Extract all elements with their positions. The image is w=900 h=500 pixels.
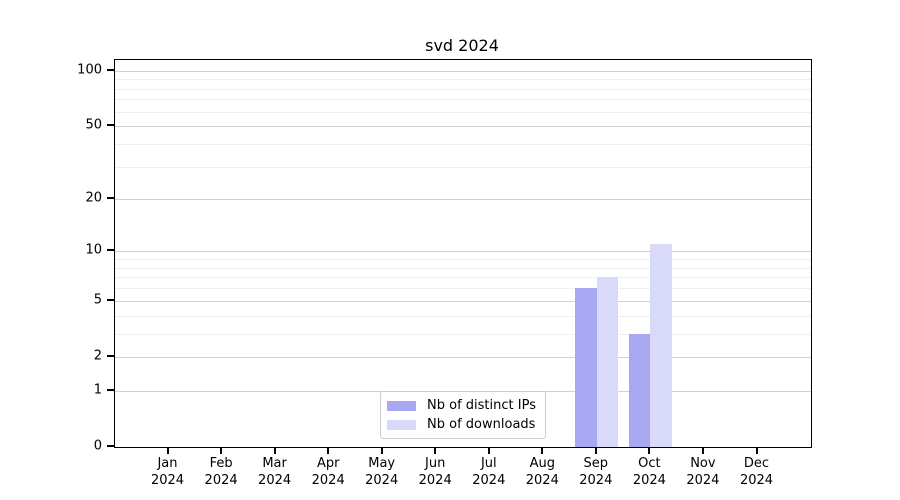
x-tick-year: 2024 [258, 473, 292, 488]
y-tick-label-5: 5 [93, 292, 102, 308]
y-tick-label-10: 10 [85, 242, 102, 258]
x-tick-month: Oct [638, 456, 661, 471]
y-tick-label-100: 100 [77, 62, 102, 78]
gridline-major-20 [115, 198, 811, 200]
x-tick-label-sep: Sep 2024 [556, 455, 636, 489]
gridline-minor-4 [115, 315, 811, 317]
gridline-minor-9 [115, 259, 811, 261]
x-tick-year: 2024 [579, 473, 613, 488]
x-tick-mark-feb [220, 448, 223, 454]
x-tick-year: 2024 [204, 473, 238, 488]
x-tick-label-may: May 2024 [342, 455, 422, 489]
x-tick-month: Jan [157, 456, 178, 471]
x-tick-month: Jun [425, 456, 446, 471]
y-tick-mark-100 [107, 68, 114, 71]
legend-label-distinct-ips: Nb of distinct IPs [427, 398, 536, 413]
x-tick-month: Feb [209, 456, 233, 471]
bar-oct-distinct-ips [628, 333, 651, 447]
y-tick-label-1: 1 [93, 382, 102, 397]
gridline-minor-7 [115, 277, 811, 279]
y-tick-mark-20 [107, 196, 114, 199]
x-tick-label-apr: Apr 2024 [288, 455, 368, 489]
gridline-minor-30 [115, 166, 811, 168]
legend: Nb of distinct IPs Nb of downloads [380, 391, 546, 439]
x-tick-label-jul: Jul 2024 [449, 455, 529, 489]
x-tick-label-jan: Jan 2024 [128, 455, 208, 489]
x-tick-label-jun: Jun 2024 [395, 455, 475, 489]
bar-sep-distinct-ips [575, 288, 597, 447]
y-tick-label-0: 0 [93, 438, 102, 454]
x-tick-year: 2024 [150, 473, 185, 488]
x-tick-mark-jan [166, 448, 169, 454]
y-tick-mark-1 [107, 388, 114, 391]
x-tick-mark-aug [541, 448, 544, 454]
y-tick-mark-50 [107, 124, 114, 127]
x-tick-year: 2024 [418, 473, 452, 488]
x-tick-year: 2024 [686, 473, 720, 488]
y-tick-mark-5 [107, 298, 114, 301]
x-tick-month: Jul [480, 456, 497, 471]
bar-oct-downloads [650, 244, 672, 447]
x-tick-month: Nov [690, 456, 716, 471]
x-tick-label-aug: Aug 2024 [502, 455, 582, 489]
x-tick-year: 2024 [525, 473, 559, 488]
y-tick-label-2: 2 [93, 348, 102, 364]
x-tick-month: Mar [262, 456, 287, 471]
gridline-major-10 [115, 251, 811, 253]
x-tick-year: 2024 [365, 473, 399, 488]
gridline-minor-60 [115, 111, 811, 113]
gridline-minor-90 [115, 79, 811, 81]
x-tick-year: 2024 [311, 473, 345, 488]
x-tick-year: 2024 [632, 473, 666, 488]
x-tick-mark-oct [648, 448, 651, 454]
gridline-major-50 [115, 126, 811, 128]
legend-entry-downloads: Nb of downloads [387, 417, 536, 432]
legend-label-downloads: Nb of downloads [427, 417, 536, 432]
gridline-minor-8 [115, 267, 811, 269]
x-tick-label-oct: Oct 2024 [609, 455, 689, 489]
bar-sep-downloads [596, 277, 619, 447]
x-tick-mark-apr [327, 448, 330, 454]
x-tick-label-nov: Nov 2024 [663, 455, 743, 489]
y-tick-mark-2 [107, 355, 114, 358]
legend-entry-distinct-ips: Nb of distinct IPs [387, 398, 536, 413]
gridline-minor-3 [115, 333, 811, 335]
x-tick-mark-sep [594, 448, 597, 454]
x-tick-label-dec: Dec 2024 [717, 455, 797, 489]
x-tick-month: Apr [316, 456, 340, 471]
chart-title: svd 2024 [425, 36, 499, 55]
x-tick-year: 2024 [739, 473, 774, 488]
y-tick-label-50: 50 [85, 117, 102, 133]
x-tick-label-feb: Feb 2024 [181, 455, 261, 489]
legend-swatch-downloads [387, 419, 417, 430]
gridline-major-2 [115, 357, 811, 359]
gridline-minor-70 [115, 99, 811, 101]
plot-area: Nb of distinct IPs Nb of downloads [114, 59, 812, 448]
legend-swatch-distinct-ips [387, 400, 417, 411]
gridline-major-5 [115, 300, 811, 302]
gridline-minor-80 [115, 88, 811, 90]
gridline-major-100 [115, 70, 811, 72]
x-tick-mark-may [380, 448, 383, 454]
x-tick-mark-jul [487, 448, 490, 454]
x-tick-month: Aug [529, 456, 555, 471]
x-tick-mark-jun [434, 448, 437, 454]
x-tick-mark-dec [755, 448, 758, 454]
gridline-minor-40 [115, 144, 811, 146]
x-tick-mark-mar [273, 448, 276, 454]
x-tick-label-mar: Mar 2024 [235, 455, 315, 489]
x-tick-mark-nov [701, 448, 704, 454]
y-tick-mark-0 [107, 445, 114, 447]
y-tick-label-20: 20 [85, 190, 102, 206]
y-tick-mark-10 [107, 249, 114, 252]
x-tick-month: Sep [583, 456, 609, 471]
x-tick-month: May [368, 456, 396, 471]
x-tick-year: 2024 [472, 473, 506, 488]
gridline-minor-6 [115, 288, 811, 290]
x-tick-month: Dec [743, 456, 770, 471]
